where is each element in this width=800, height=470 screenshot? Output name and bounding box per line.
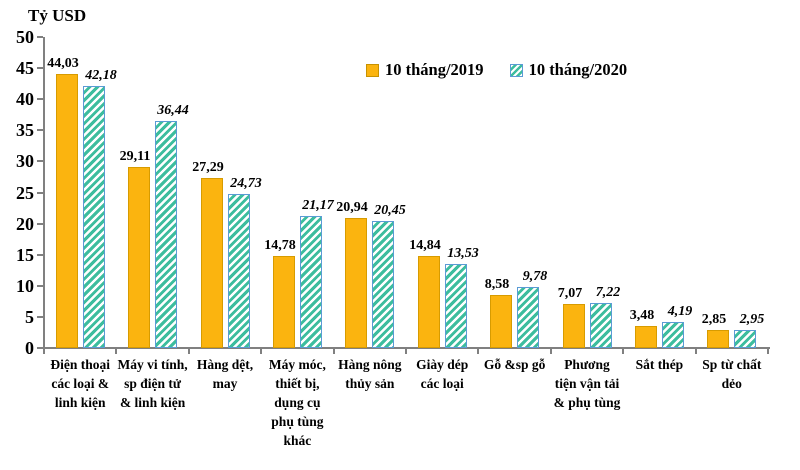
y-axis-tick xyxy=(37,98,43,101)
value-label-2020: 21,17 xyxy=(302,198,334,213)
bar-2019 xyxy=(273,256,295,348)
x-axis-line xyxy=(43,347,770,349)
bar-2019 xyxy=(635,326,657,348)
x-axis-tick xyxy=(549,349,552,354)
x-axis-tick xyxy=(332,349,335,354)
value-label-2019: 3,48 xyxy=(629,308,655,323)
category-label: Giày dép các loại xyxy=(416,357,469,391)
y-axis-tick-label: 0 xyxy=(25,338,34,358)
value-label-2020: 4,19 xyxy=(667,304,693,319)
x-axis-tick xyxy=(405,349,407,354)
x-axis-tick xyxy=(187,349,190,354)
bar-2019 xyxy=(56,74,78,348)
legend-swatch-2019 xyxy=(366,63,379,77)
y-axis-line xyxy=(43,37,45,348)
bar-2020 xyxy=(372,221,394,348)
y-axis-tick-label: 25 xyxy=(16,182,34,203)
y-axis-tick xyxy=(37,191,43,194)
y-axis-tick xyxy=(37,160,43,163)
y-axis-tick xyxy=(37,36,43,38)
category-label: Sắt thép xyxy=(635,357,684,372)
x-axis-tick xyxy=(477,349,480,354)
legend-label-2019: 10 tháng/2019 xyxy=(385,60,484,79)
y-axis-title: Tỷ USD xyxy=(28,6,87,25)
y-axis-tick-label: 30 xyxy=(16,151,34,172)
bar-2019 xyxy=(707,330,729,348)
category-label: Phương tiện vận tải & phụ tùng xyxy=(553,357,621,410)
x-axis-tick xyxy=(43,349,45,354)
y-axis-tick-label: 20 xyxy=(16,213,34,234)
category-label: Điện thoại các loại & linh kiện xyxy=(50,357,111,410)
value-label-2019: 29,11 xyxy=(119,149,151,164)
y-axis-tick xyxy=(37,347,43,349)
value-label-2020: 9,78 xyxy=(522,269,548,284)
value-label-2020: 36,44 xyxy=(157,103,189,118)
y-axis-tick-label: 5 xyxy=(25,306,34,327)
y-axis-tick-label: 40 xyxy=(16,89,34,110)
legend-swatch-2020 xyxy=(509,63,523,77)
value-label-2019: 44,03 xyxy=(47,56,79,71)
value-label-2019: 14,78 xyxy=(264,238,296,253)
bar-2020 xyxy=(83,86,105,348)
x-axis-tick xyxy=(260,349,263,354)
bar-2019 xyxy=(490,295,512,348)
value-label-2020: 2,95 xyxy=(739,312,765,327)
value-label-2020: 42,18 xyxy=(85,68,117,83)
y-axis-tick xyxy=(37,67,43,70)
value-label-2019: 2,85 xyxy=(701,312,727,327)
bar-2020 xyxy=(662,322,684,348)
value-label-2019: 8,58 xyxy=(484,277,510,292)
bar-2019 xyxy=(563,304,585,348)
bar-2019 xyxy=(418,256,440,348)
category-label: Máy móc, thiết bị, dụng cụ phụ tùng khác xyxy=(268,357,326,448)
bar-2020 xyxy=(300,216,322,348)
category-label: Gỗ &sp gỗ xyxy=(483,357,546,372)
category-label: Hàng nông thủy sản xyxy=(338,357,402,391)
bar-2019 xyxy=(201,178,223,348)
value-label-2020: 7,22 xyxy=(595,285,621,300)
value-label-2019: 20,94 xyxy=(336,200,368,215)
bar-2020 xyxy=(517,287,539,348)
x-axis-tick xyxy=(767,349,769,354)
bar-2020 xyxy=(445,264,467,348)
bar-2019 xyxy=(345,218,367,348)
category-label: Máy vi tính, sp điện tử & linh kiện xyxy=(117,357,188,410)
y-axis-tick-label: 15 xyxy=(16,244,34,265)
legend-item-2019: 10 tháng/2019 xyxy=(366,60,484,80)
bar-2019 xyxy=(128,167,150,348)
value-label-2020: 13,53 xyxy=(447,246,479,261)
bar-2020 xyxy=(734,330,756,348)
category-label: Sp từ chất dẻo xyxy=(702,357,762,391)
x-axis-tick xyxy=(694,349,697,354)
y-axis-tick xyxy=(37,284,43,287)
y-axis-tick-label: 45 xyxy=(16,58,34,79)
y-axis-tick xyxy=(37,129,43,132)
y-axis-tick-label: 35 xyxy=(16,120,34,141)
value-label-2020: 24,73 xyxy=(230,176,262,191)
y-axis-tick xyxy=(37,253,43,256)
bar-2020 xyxy=(590,303,612,348)
value-label-2019: 27,29 xyxy=(192,160,224,175)
value-label-2020: 20,45 xyxy=(374,203,406,218)
category-label: Hàng dệt, may xyxy=(196,357,254,391)
x-axis-tick xyxy=(622,349,625,354)
bar-2020 xyxy=(155,121,177,348)
bar-2020 xyxy=(228,194,250,348)
y-axis-tick xyxy=(37,315,43,318)
value-label-2019: 7,07 xyxy=(557,286,583,301)
x-axis-tick xyxy=(115,349,118,354)
legend-item-2020: 10 tháng/2020 xyxy=(509,60,628,80)
y-axis-tick-label: 10 xyxy=(16,275,34,296)
y-axis-tick xyxy=(37,222,43,225)
legend-label-2020: 10 tháng/2020 xyxy=(528,60,628,79)
value-label-2019: 14,84 xyxy=(409,238,441,253)
y-axis-tick-label: 50 xyxy=(16,27,34,47)
legend: 10 tháng/2019 10 tháng/2020 xyxy=(366,60,627,80)
